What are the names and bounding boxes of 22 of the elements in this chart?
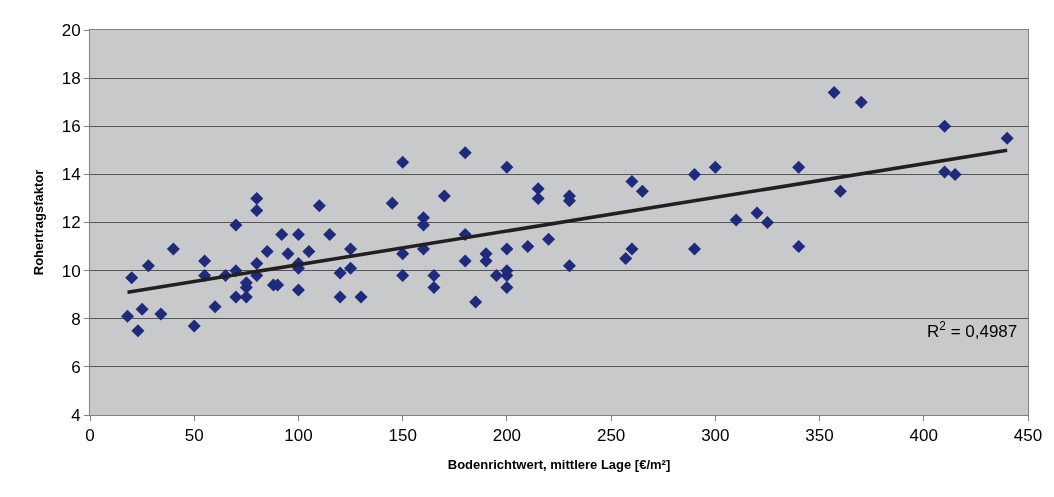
- y-tick-label: 20: [61, 20, 81, 40]
- y-tick-label: 6: [71, 357, 81, 377]
- x-tick-label: 0: [85, 426, 95, 446]
- x-tick-label: 400: [909, 426, 938, 446]
- x-tick-label: 150: [388, 426, 417, 446]
- annotation: R$^{2}$ = 0,4987: [927, 319, 1018, 342]
- y-tick-label: 4: [71, 405, 81, 425]
- x-axis-title: Bodenrichtwert, mittlere Lage [€/m²]: [447, 457, 671, 472]
- y-tick-label: 14: [61, 165, 81, 185]
- y-tick-label: 16: [61, 117, 81, 137]
- x-tick-label: 350: [805, 426, 834, 446]
- y-tick-label: 8: [71, 309, 81, 329]
- y-tick-label: 18: [61, 69, 81, 89]
- x-tick-label: 200: [492, 426, 522, 446]
- y-tick-label: 12: [61, 213, 81, 233]
- x-tick-label: 100: [284, 426, 313, 446]
- y-axis-title: Rohertragsfaktor: [30, 169, 46, 276]
- x-tick-label: 250: [596, 426, 626, 446]
- x-tick-label: 50: [184, 426, 204, 446]
- y-tick-label: 10: [61, 261, 81, 281]
- x-tick-label: 300: [701, 426, 730, 446]
- x-tick-label: 450: [1013, 426, 1043, 446]
